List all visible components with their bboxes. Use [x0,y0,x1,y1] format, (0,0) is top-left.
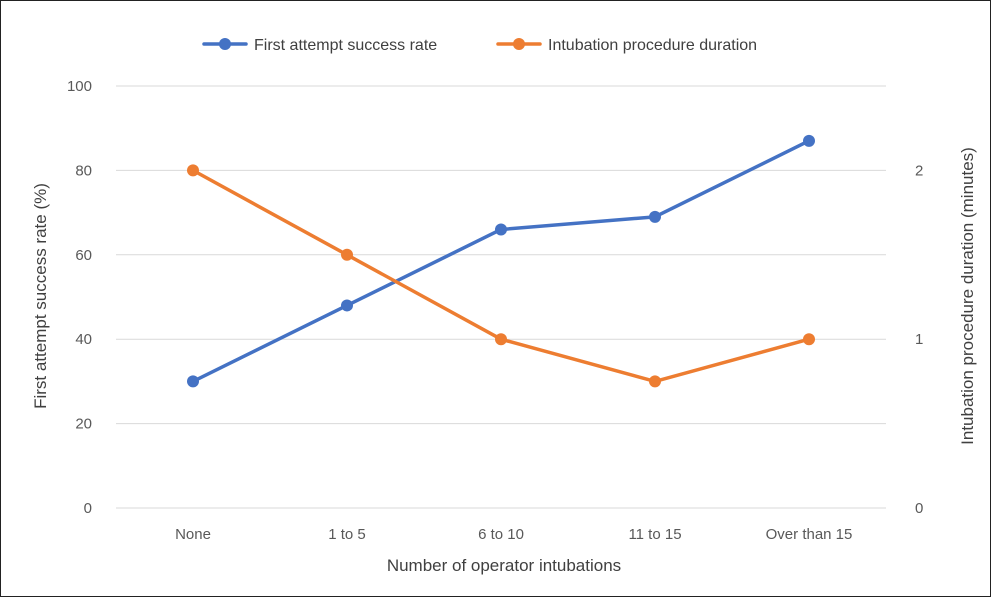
legend-marker [513,38,525,50]
series-2 [187,164,815,388]
y-tick-label: 80 [75,162,92,179]
series-line [191,168,811,384]
legend-label: Intubation procedure duration [548,37,757,54]
series-line [191,139,811,384]
x-tick-label: None [175,526,211,543]
x-axis-ticks: None 1 to 5 6 to 10 11 to 15 Over than 15 [175,526,852,543]
data-point [187,375,199,388]
right-axis-ticks: 0 1 2 [915,162,923,517]
y-tick-label: 0 [84,500,92,517]
data-point [649,375,661,388]
x-tick-label: Over than 15 [766,526,853,543]
y2-axis-title: Intubation procedure duration (minutes) [958,147,977,445]
data-point [495,223,507,236]
legend-label: First attempt success rate [254,37,437,54]
left-axis-ticks: 0 20 40 60 80 100 [67,78,92,517]
y-tick-label: 100 [67,78,92,95]
series-1 [187,134,815,388]
y2-tick-label: 2 [915,162,923,179]
y-axis-title: First attempt success rate (%) [31,183,50,409]
y2-tick-label: 1 [915,331,923,348]
data-point [649,210,661,223]
x-tick-label: 1 to 5 [328,526,366,543]
legend: First attempt success rate Intubation pro… [202,37,757,54]
x-tick-label: 11 to 15 [628,526,681,543]
data-point [341,248,353,261]
x-axis-title: Number of operator intubations [387,556,621,575]
series [187,134,815,388]
data-point [187,164,199,177]
legend-item: First attempt success rate [202,37,437,54]
y-tick-label: 40 [75,331,92,348]
y-tick-label: 60 [75,247,92,264]
y-tick-label: 20 [75,416,92,433]
data-point [803,134,815,147]
data-point [341,299,353,312]
gridlines [116,85,886,509]
y2-tick-label: 0 [915,500,923,517]
x-tick-label: 6 to 10 [478,526,524,543]
data-point [495,333,507,346]
legend-item: Intubation procedure duration [496,37,757,54]
data-point [803,333,815,346]
legend-marker [219,38,231,50]
